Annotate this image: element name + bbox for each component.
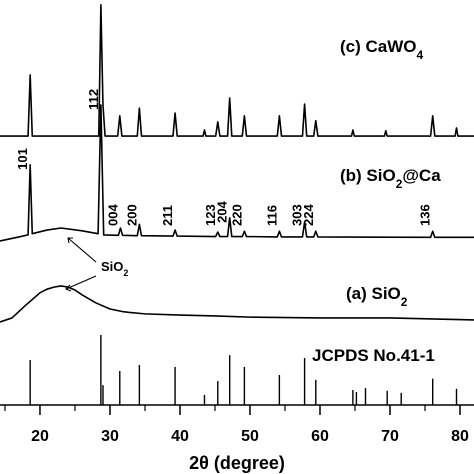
- series-label-part: JCPDS No.41-1: [312, 346, 435, 365]
- peak-label: 200: [124, 204, 139, 226]
- peak-label: 101: [15, 148, 30, 170]
- x-tick-label: 50: [241, 428, 259, 445]
- peak-label: 004: [105, 204, 120, 226]
- peak-label: 204: [215, 200, 230, 222]
- annotation-part: 2: [123, 268, 128, 278]
- peak-label: 211: [160, 205, 175, 226]
- x-tick-label: 30: [101, 428, 119, 445]
- peak-label: 136: [418, 204, 433, 226]
- x-axis-label: 2θ (degree): [189, 453, 285, 473]
- annotation-part: SiO: [101, 259, 123, 274]
- peak-label: 220: [229, 204, 244, 226]
- series-label: (a) SiO2: [346, 284, 408, 309]
- peak-label: 112: [86, 89, 101, 110]
- series-label-part: (a) SiO: [346, 284, 401, 303]
- peak-label: 303: [290, 204, 305, 226]
- peak-label: 123: [203, 204, 218, 226]
- xrd-pattern: [0, 4, 474, 137]
- x-tick-label: 20: [31, 428, 49, 445]
- series-label-part: (c) CaWO: [340, 37, 417, 56]
- x-tick-label: 60: [311, 428, 329, 445]
- series-label-part: @Ca: [402, 166, 441, 185]
- series-label: JCPDS No.41-1: [312, 346, 435, 365]
- series-label-part: (b) SiO: [340, 166, 396, 185]
- peak-label: 224: [301, 204, 316, 226]
- series-label-part: 2: [401, 295, 408, 309]
- annotation: SiO2: [101, 259, 128, 278]
- xrd-pattern: [0, 285, 474, 323]
- series-label: (b) SiO2@Ca: [340, 166, 441, 191]
- annotation-arrows: [65, 237, 97, 292]
- x-tick-label: 80: [451, 428, 469, 445]
- x-tick-label: 40: [171, 428, 189, 445]
- x-tick-label: 70: [381, 428, 399, 445]
- peak-label: 116: [264, 205, 279, 226]
- series-label-part: 4: [417, 48, 424, 62]
- series-label: (c) CaWO4: [340, 37, 424, 62]
- xrd-pattern: [0, 104, 474, 242]
- series-label-part: 2: [396, 177, 403, 191]
